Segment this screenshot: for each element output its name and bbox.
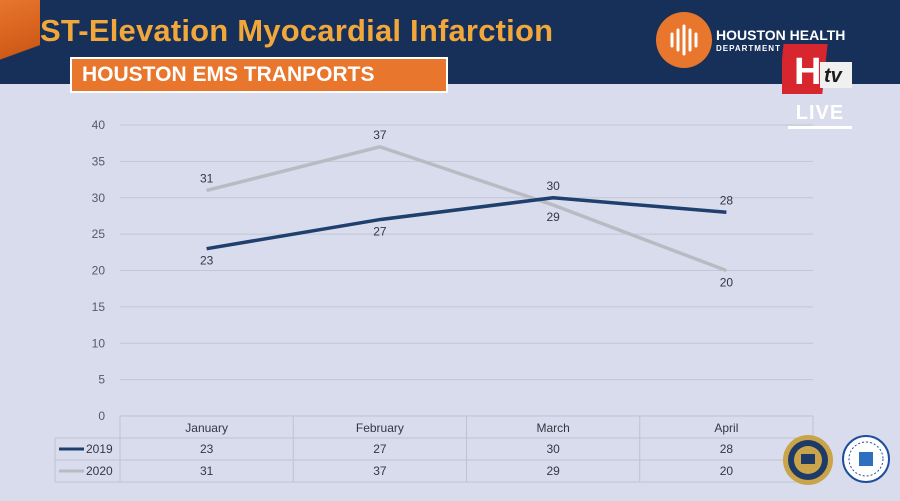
table-cell: 23 (200, 442, 214, 456)
page-title: ST-Elevation Myocardial Infarction (40, 13, 554, 48)
houston-health-logo-icon (656, 12, 712, 68)
table-cell: 37 (373, 464, 387, 478)
table-cell: 31 (200, 464, 214, 478)
series-line-2019 (206, 196, 727, 251)
chart-grid (120, 124, 813, 417)
svg-text:tv: tv (824, 65, 844, 87)
legend-label: 2019 (86, 442, 113, 456)
org-department: DEPARTMENT (716, 44, 781, 53)
y-tick-label: 15 (92, 300, 106, 314)
data-label: 37 (373, 128, 387, 142)
y-tick-label: 35 (92, 154, 106, 168)
x-tick-label: February (356, 421, 404, 435)
data-label: 28 (720, 193, 734, 207)
table-cell: 27 (373, 442, 387, 456)
table-cell: 30 (546, 442, 560, 456)
data-label: 29 (546, 210, 560, 224)
table-cell: 29 (546, 464, 560, 478)
y-tick-label: 10 (92, 336, 106, 350)
live-badge: LIVE (788, 100, 852, 129)
y-tick-label: 40 (92, 118, 106, 132)
data-label: 31 (200, 171, 214, 185)
city-seal-icon (782, 434, 834, 486)
y-tick-label: 30 (92, 191, 106, 205)
y-axis-ticks: 0 5 10 15 20 25 30 35 40 (92, 118, 106, 423)
org-name: HOUSTON HEALTH (716, 27, 846, 43)
table-cell: 28 (720, 442, 734, 456)
x-tick-label: March (536, 421, 569, 435)
legend-label: 2020 (86, 464, 113, 478)
y-tick-label: 5 (98, 373, 105, 387)
y-tick-label: 20 (92, 264, 106, 278)
department-seal-icon (842, 435, 890, 483)
table-cell: 20 (720, 464, 734, 478)
series-lines (206, 145, 727, 273)
svg-text:H: H (794, 51, 821, 93)
page-subtitle: HOUSTON EMS TRANPORTS (70, 57, 448, 93)
data-labels: 23 27 30 28 31 37 29 20 (200, 128, 733, 290)
series-line-2020 (206, 145, 727, 273)
data-label: 20 (720, 276, 734, 290)
data-label: 23 (200, 254, 214, 268)
data-label: 27 (373, 225, 387, 239)
y-tick-label: 0 (98, 409, 105, 423)
htv-logo-icon: H tv (778, 40, 856, 100)
y-tick-label: 25 (92, 227, 106, 241)
data-label: 30 (546, 179, 560, 193)
x-tick-label: April (714, 421, 738, 435)
corner-decoration (0, 0, 40, 84)
x-tick-label: January (185, 421, 228, 435)
